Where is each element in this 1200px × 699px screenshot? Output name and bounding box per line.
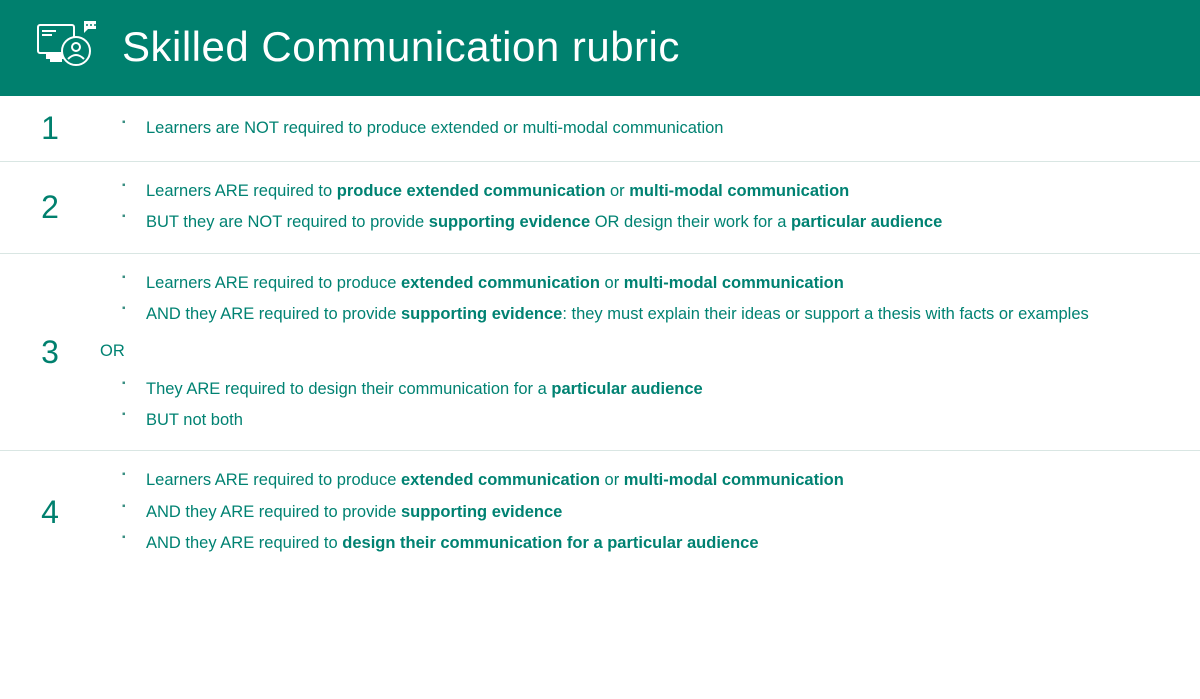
list-item: AND they ARE required to provide support… [122,497,1170,528]
bullet-list: Learners ARE required to produce extende… [100,268,1170,331]
list-item: Learners ARE required to produce extende… [122,268,1170,299]
group-separator: OR [100,336,1170,367]
rubric-row: 3 Learners ARE required to produce extend… [0,254,1200,452]
level-number: 2 [0,189,100,226]
list-item: BUT not both [122,405,1170,436]
rubric-row: 1 Learners are NOT required to produce ex… [0,96,1200,162]
level-number: 4 [0,494,100,531]
list-item: They ARE required to design their commun… [122,374,1170,405]
level-body: Learners ARE required to produce extende… [100,268,1200,437]
level-number: 1 [0,110,100,147]
header: Skilled Communication rubric [0,0,1200,96]
bullet-list: Learners ARE required to produce extende… [100,176,1170,239]
level-body: Learners ARE required to produce extende… [100,465,1200,559]
bullet-list: Learners ARE required to produce extende… [100,465,1170,559]
communication-icon [36,15,100,80]
list-item: BUT they are NOT required to provide sup… [122,207,1170,238]
bullet-list: They ARE required to design their commun… [100,374,1170,437]
list-item: Learners ARE required to produce extende… [122,176,1170,207]
rubric-row: 4 Learners ARE required to produce extend… [0,451,1200,573]
bullet-list: Learners are NOT required to produce ext… [100,113,1170,144]
rubric-row: 2 Learners ARE required to produce extend… [0,162,1200,254]
list-item: AND they ARE required to design their co… [122,528,1170,559]
list-item: Learners are NOT required to produce ext… [122,113,1170,144]
list-item: Learners ARE required to produce extende… [122,465,1170,496]
level-body: Learners are NOT required to produce ext… [100,113,1200,144]
level-number: 3 [0,334,100,371]
list-item: AND they ARE required to provide support… [122,299,1170,330]
level-body: Learners ARE required to produce extende… [100,176,1200,239]
rubric-table: 1 Learners are NOT required to produce ex… [0,96,1200,573]
page-title: Skilled Communication rubric [122,23,680,71]
